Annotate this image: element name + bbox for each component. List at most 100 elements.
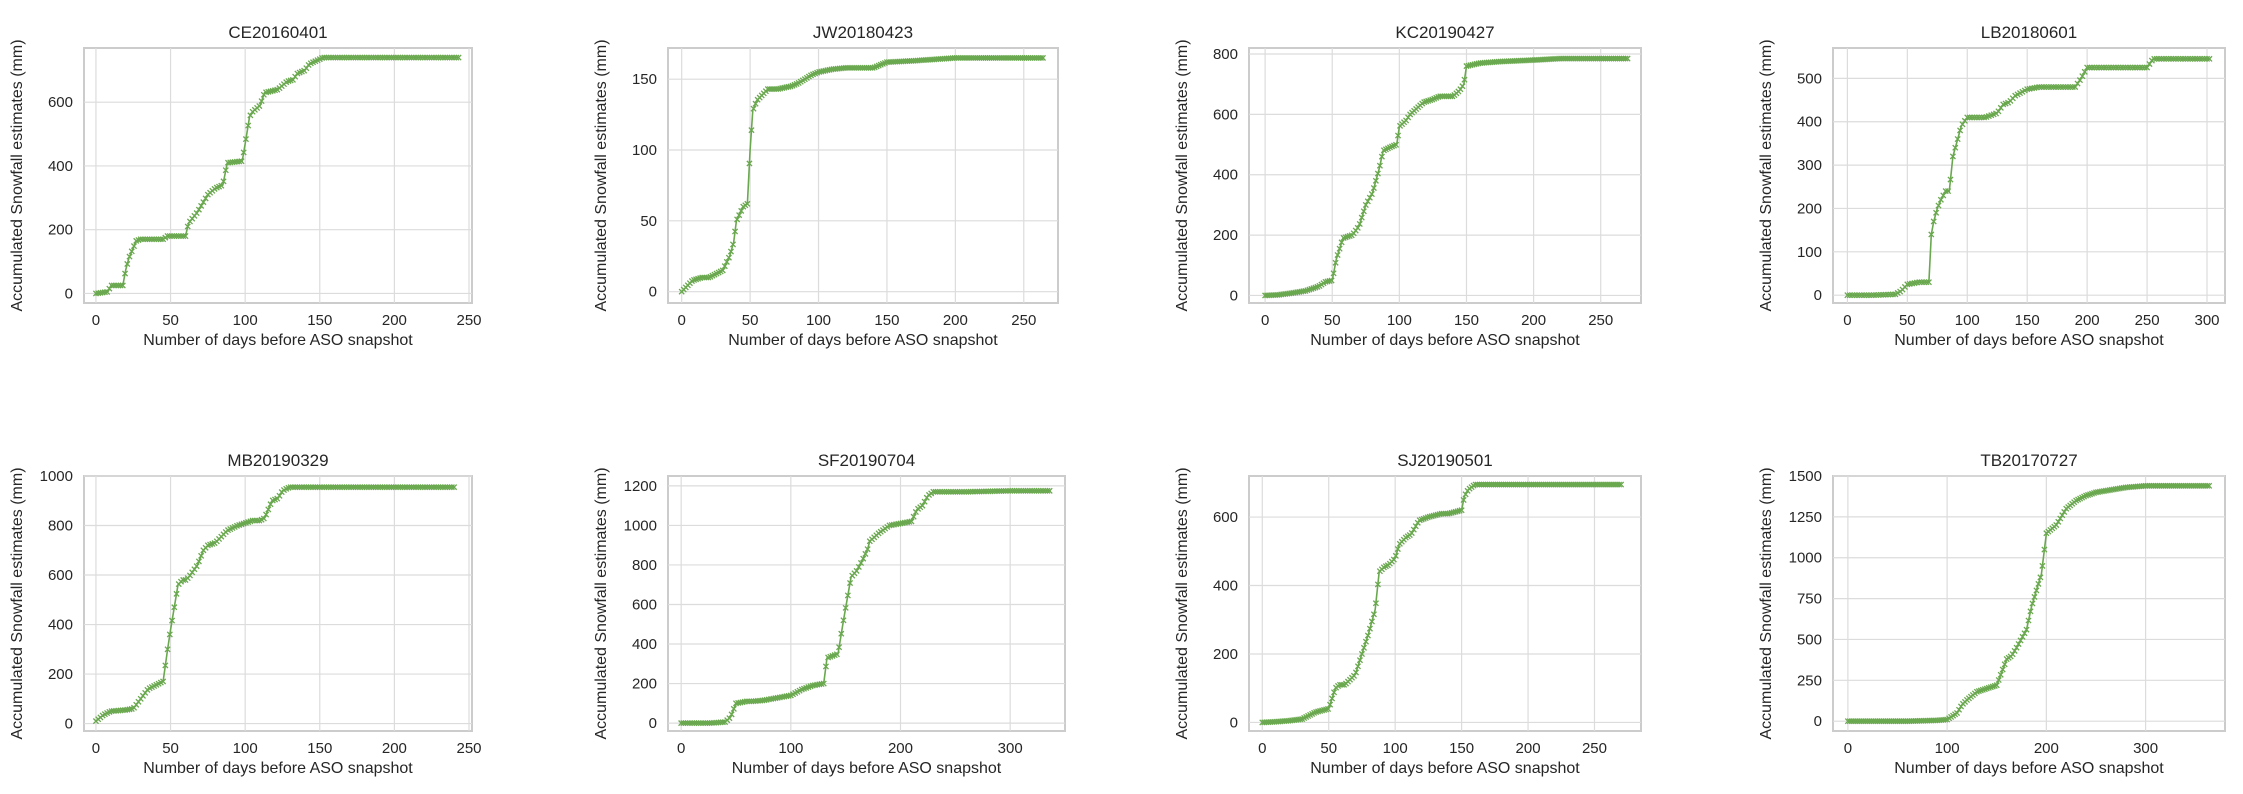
x-tick-label: 0 <box>1261 312 1269 329</box>
data-point-marker <box>298 484 305 491</box>
data-point-marker <box>2163 55 2170 62</box>
data-point-marker <box>110 282 117 289</box>
data-point-marker <box>2043 83 2050 91</box>
data-point-marker <box>386 54 393 61</box>
data-point-marker <box>1849 292 1856 299</box>
data-point-marker <box>448 54 455 61</box>
data-point-marker <box>171 604 178 611</box>
data-point-marker <box>728 711 735 718</box>
data-point-marker <box>1969 114 1976 121</box>
data-point-marker <box>263 511 270 518</box>
data-point-marker <box>864 546 871 553</box>
data-point-marker <box>195 558 202 565</box>
data-point-marker <box>168 617 176 624</box>
data-point-marker <box>1875 291 1882 298</box>
data-point-marker <box>144 236 151 243</box>
data-point-marker <box>2061 508 2068 516</box>
data-point-marker <box>1624 55 1631 62</box>
x-tick-label: 200 <box>382 740 407 757</box>
data-point-marker <box>1873 291 1880 299</box>
data-point-marker <box>719 267 726 274</box>
data-point-marker <box>2039 562 2046 569</box>
data-point-marker <box>1995 676 2002 684</box>
data-point-marker <box>296 484 303 491</box>
data-point-marker <box>1360 208 1367 215</box>
data-point-marker <box>336 54 343 61</box>
data-point-marker <box>289 76 296 83</box>
data-point-marker <box>727 248 735 255</box>
x-tick-label: 200 <box>888 740 913 757</box>
x-tick-label: 250 <box>1011 312 1036 329</box>
data-point-marker <box>2088 64 2095 71</box>
data-point-marker <box>1338 681 1346 688</box>
data-point-marker <box>1370 184 1377 192</box>
data-point-marker <box>439 484 446 491</box>
data-point-marker <box>238 158 245 165</box>
data-point-marker <box>1923 279 1930 286</box>
data-point-marker <box>137 236 144 243</box>
data-point-marker <box>247 112 254 119</box>
data-point-marker <box>368 484 375 491</box>
data-point-marker <box>2108 64 2115 71</box>
data-point-marker <box>2021 630 2028 637</box>
y-tick-label: 1000 <box>624 517 657 534</box>
data-point-marker <box>2064 83 2072 91</box>
data-point-marker <box>1460 496 1467 504</box>
data-point-marker <box>294 484 301 491</box>
data-point-marker <box>153 236 160 243</box>
data-point-marker <box>939 488 946 495</box>
data-point-marker <box>166 631 173 638</box>
data-point-marker <box>2204 482 2211 489</box>
data-point-marker <box>2129 64 2136 71</box>
data-point-marker <box>354 54 361 61</box>
data-point-marker <box>1882 291 1889 298</box>
data-point-marker <box>678 720 685 727</box>
data-point-marker <box>2115 64 2122 71</box>
x-tick-label: 100 <box>1935 740 1960 757</box>
data-point-marker <box>451 54 458 61</box>
data-point-marker <box>363 484 370 491</box>
data-point-marker <box>139 236 147 243</box>
data-point-marker <box>1338 239 1345 246</box>
data-point-marker <box>912 508 919 516</box>
data-point-marker <box>958 488 965 495</box>
data-point-marker <box>934 488 941 495</box>
data-point-marker <box>738 207 745 214</box>
data-point-marker <box>1846 292 1853 299</box>
data-point-marker <box>2100 64 2107 71</box>
data-point-marker <box>292 484 299 491</box>
x-tick-label: 250 <box>2135 312 2160 329</box>
data-point-marker <box>846 579 854 587</box>
data-point-marker <box>444 54 451 61</box>
data-point-marker <box>399 484 406 491</box>
data-point-marker <box>365 484 373 491</box>
data-point-marker <box>1925 279 1932 286</box>
data-point-marker <box>684 720 691 727</box>
y-tick-label: 600 <box>1213 509 1238 526</box>
panel-6: 0 100 200 300 0 200 400 600 800 1000 1200 SF2019070… <box>593 451 1066 777</box>
data-point-marker <box>1037 487 1044 494</box>
data-point-marker <box>249 517 256 524</box>
y-tick-label: 300 <box>1797 157 1822 174</box>
data-point-marker <box>455 54 462 61</box>
data-point-marker <box>2029 600 2036 607</box>
data-point-marker <box>1018 487 1025 494</box>
data-point-marker <box>746 160 753 167</box>
data-point-marker <box>695 720 702 727</box>
x-tick-label: 150 <box>874 312 899 329</box>
x-tick-label: 100 <box>1955 312 1980 329</box>
data-point-marker <box>354 484 361 491</box>
data-point-marker <box>1037 54 1044 61</box>
data-point-marker <box>383 484 390 491</box>
data-point-marker <box>173 233 180 240</box>
data-point-marker <box>1024 487 1031 494</box>
x-tick-label: 150 <box>307 740 332 757</box>
data-point-marker <box>182 233 189 240</box>
data-point-marker <box>435 484 442 491</box>
data-point-marker <box>162 662 169 669</box>
data-point-marker <box>693 720 700 727</box>
data-point-marker <box>1877 291 1885 298</box>
data-point-marker <box>415 484 422 491</box>
data-point-marker <box>2158 55 2165 62</box>
y-tick-label: 1000 <box>40 468 73 485</box>
